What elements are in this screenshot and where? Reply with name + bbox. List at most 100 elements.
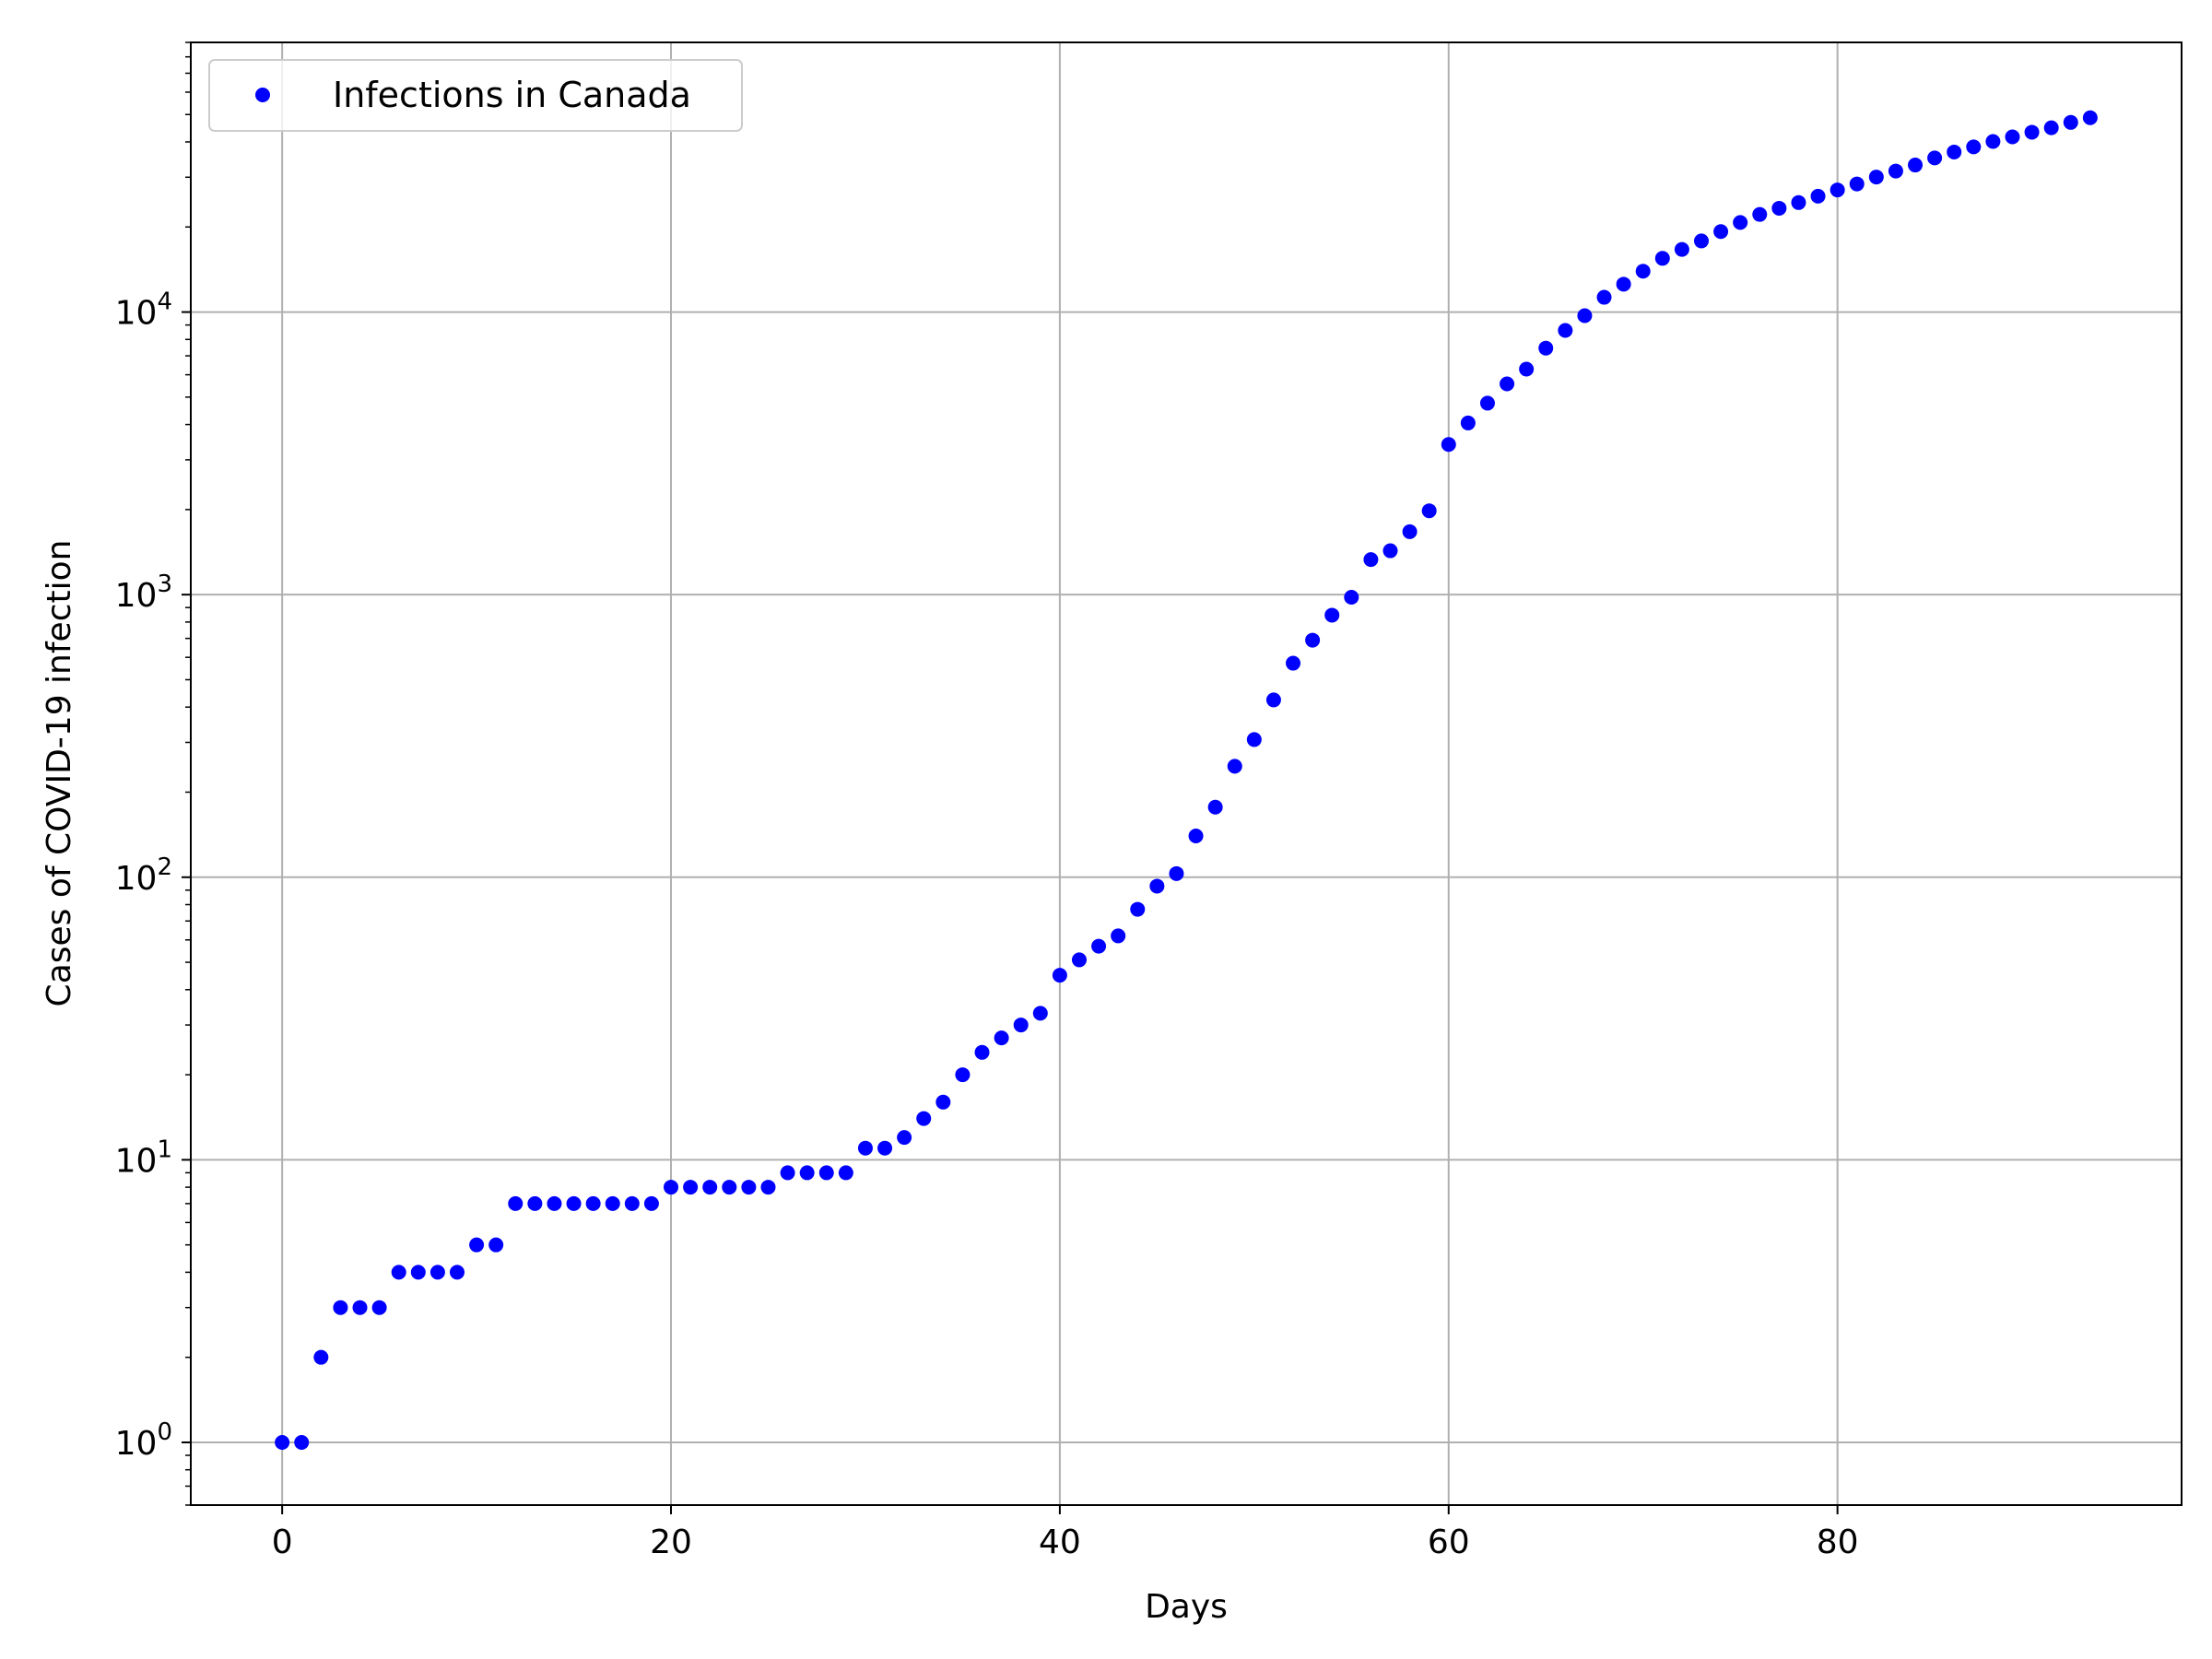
data-point xyxy=(1013,1018,1029,1033)
x-tick-label: 60 xyxy=(1428,1524,1470,1561)
data-point xyxy=(1305,632,1321,648)
data-point xyxy=(877,1140,893,1156)
data-point xyxy=(643,1195,659,1211)
data-point xyxy=(916,1111,932,1126)
data-point xyxy=(1479,395,1495,411)
data-point xyxy=(1674,241,1689,257)
data-point xyxy=(1130,901,1146,917)
data-point xyxy=(566,1195,582,1211)
data-point xyxy=(1908,158,1924,173)
data-point xyxy=(2024,124,2040,140)
y-tick-label: 101 xyxy=(115,1135,172,1180)
data-point xyxy=(313,1349,329,1365)
data-point xyxy=(1733,215,1748,230)
data-point xyxy=(1344,590,1359,606)
y-tick-label: 103 xyxy=(115,571,172,615)
data-point xyxy=(1558,323,1573,338)
data-point xyxy=(799,1165,815,1181)
data-point xyxy=(1888,163,1903,179)
data-point xyxy=(1246,732,1262,747)
data-point xyxy=(2005,129,2020,145)
data-point xyxy=(488,1237,504,1253)
data-point xyxy=(2082,110,2098,125)
data-point xyxy=(1441,437,1456,453)
data-point xyxy=(527,1195,543,1211)
data-point xyxy=(333,1300,348,1315)
data-point xyxy=(547,1195,562,1211)
data-point xyxy=(1324,607,1340,623)
x-tick-label: 20 xyxy=(650,1524,692,1561)
x-tick-label: 40 xyxy=(1039,1524,1081,1561)
y-tick-label: 100 xyxy=(115,1418,172,1463)
data-point xyxy=(1500,376,1515,392)
data-point xyxy=(1596,289,1612,305)
data-point xyxy=(1635,264,1651,279)
data-point xyxy=(585,1195,601,1211)
y-tick-base: 10 xyxy=(115,1142,158,1180)
data-point xyxy=(1091,938,1107,954)
data-point xyxy=(1169,865,1184,881)
plot-frame xyxy=(190,41,2183,1506)
data-point xyxy=(857,1140,873,1156)
data-point xyxy=(410,1265,426,1280)
data-point xyxy=(1188,828,1204,843)
data-point xyxy=(1460,415,1476,430)
data-point xyxy=(935,1094,951,1110)
data-point xyxy=(1693,233,1709,249)
data-point xyxy=(683,1180,699,1195)
data-point xyxy=(1421,503,1437,519)
data-point xyxy=(1616,276,1631,292)
data-point xyxy=(1966,139,1982,155)
data-point xyxy=(1207,799,1223,815)
x-axis-ticks: 0 20 40 60 80 xyxy=(272,1505,1859,1561)
y-tick-base: 10 xyxy=(115,295,158,333)
data-point xyxy=(1111,928,1126,944)
legend-box xyxy=(208,59,743,132)
data-point xyxy=(1947,144,1962,159)
y-tick-exponent: 0 xyxy=(157,1418,172,1446)
y-tick-base: 10 xyxy=(115,1425,158,1463)
data-point xyxy=(1149,878,1165,894)
data-point xyxy=(391,1265,406,1280)
data-point xyxy=(294,1434,310,1450)
y-tick-label: 102 xyxy=(115,853,172,898)
data-point xyxy=(1265,692,1281,708)
data-point xyxy=(955,1067,971,1083)
data-point xyxy=(1227,759,1242,774)
data-point xyxy=(974,1044,990,1060)
data-point xyxy=(780,1165,795,1181)
data-point xyxy=(818,1165,834,1181)
data-point xyxy=(1810,188,1826,204)
data-point xyxy=(1538,340,1554,356)
data-point xyxy=(1382,543,1398,559)
data-point xyxy=(760,1180,776,1195)
y-tick-exponent: 3 xyxy=(157,571,172,598)
data-point xyxy=(1985,134,2001,149)
y-tick-base: 10 xyxy=(115,577,158,615)
data-point xyxy=(1849,176,1865,192)
data-point xyxy=(897,1130,912,1146)
data-point xyxy=(2063,114,2078,130)
data-point xyxy=(1519,361,1535,377)
data-point xyxy=(1286,655,1301,671)
data-point xyxy=(702,1180,718,1195)
data-point xyxy=(449,1265,465,1280)
data-point xyxy=(1654,251,1670,266)
data-point xyxy=(994,1030,1009,1046)
y-axis-label: Cases of COVID-19 infection xyxy=(41,540,78,1007)
legend-label: Infections in Canada xyxy=(333,75,691,115)
data-point xyxy=(1402,524,1418,539)
data-point xyxy=(1927,150,1943,166)
data-point xyxy=(1830,182,1845,198)
data-point xyxy=(429,1265,445,1280)
data-point xyxy=(1771,200,1787,216)
data-point xyxy=(1752,206,1768,222)
data-point xyxy=(1032,1006,1048,1021)
legend-marker xyxy=(255,88,270,102)
data-point xyxy=(1052,968,1067,983)
data-point xyxy=(1791,194,1806,210)
data-point xyxy=(1713,224,1729,240)
y-tick-exponent: 1 xyxy=(157,1135,172,1163)
